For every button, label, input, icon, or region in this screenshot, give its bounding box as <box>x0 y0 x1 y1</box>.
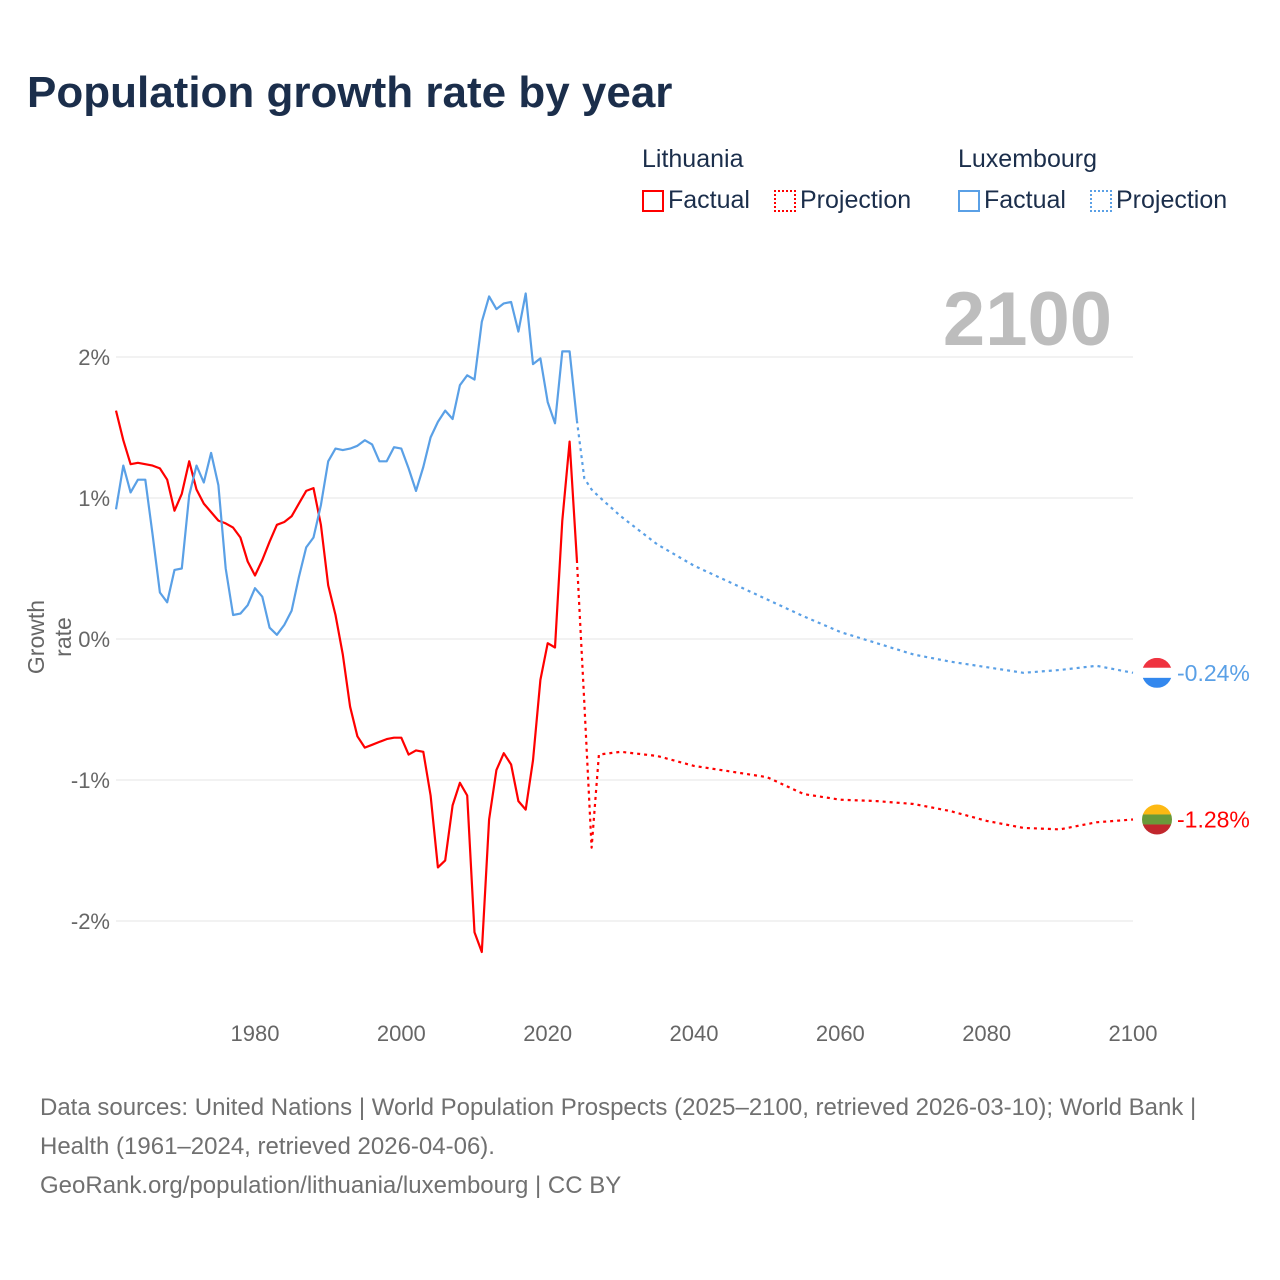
x-tick-label: 2100 <box>1109 1021 1158 1046</box>
legend-luxembourg: Luxembourg Factual Projection <box>958 145 1227 215</box>
current-year-label: 2100 <box>942 277 1112 362</box>
end-label-luxembourg: -0.24% <box>1177 660 1250 686</box>
y-tick-label: 2% <box>78 345 110 370</box>
footer: Data sources: United Nations | World Pop… <box>40 1088 1240 1205</box>
x-tick-label: 2040 <box>670 1021 719 1046</box>
x-tick-label: 2080 <box>962 1021 1011 1046</box>
solid-swatch-icon <box>642 189 664 212</box>
legend-item-lithuania-factual[interactable]: Factual <box>642 186 750 215</box>
legend-item-luxembourg-projection[interactable]: Projection <box>1089 186 1228 215</box>
end-label-lithuania: -1.28% <box>1177 806 1250 832</box>
dotted-swatch-icon <box>773 189 796 212</box>
legend-country-luxembourg: Luxembourg <box>958 145 1097 173</box>
credit-link[interactable]: GeoRank.org/population/lithuania/luxembo… <box>40 1172 622 1199</box>
lithuania-flag-icon <box>1142 804 1172 835</box>
data-sources: Data sources: United Nations | World Pop… <box>40 1094 1197 1160</box>
series-line-luxembourg-projection <box>575 420 1134 674</box>
legend-country-lithuania: Lithuania <box>642 145 744 173</box>
dotted-swatch-icon <box>1089 189 1112 212</box>
luxembourg-flag-icon <box>1142 657 1172 688</box>
y-tick-label: -2% <box>71 909 110 934</box>
legend-label: Projection <box>799 186 912 214</box>
series-line-lithuania-projection <box>575 559 1134 849</box>
y-tick-label: 1% <box>78 486 110 511</box>
y-tick-label: 0% <box>78 627 110 652</box>
solid-swatch-icon <box>958 189 980 212</box>
y-tick-label: -1% <box>71 768 110 793</box>
series-line-luxembourg-factual <box>114 292 578 636</box>
legend-label: Factual <box>668 186 750 214</box>
x-tick-label: 2000 <box>377 1021 426 1046</box>
legend-label: Factual <box>984 186 1066 214</box>
legend-lithuania: Lithuania Factual Projection <box>642 145 929 215</box>
x-tick-label: 2060 <box>816 1021 865 1046</box>
page-title: Population growth rate by year <box>27 68 673 117</box>
x-tick-label: 2020 <box>523 1021 572 1046</box>
legend-item-lithuania-projection[interactable]: Projection <box>773 186 912 215</box>
legend-item-luxembourg-factual[interactable]: Factual <box>958 186 1066 215</box>
series-line-lithuania-factual <box>114 410 578 954</box>
legend-label: Projection <box>1115 186 1228 214</box>
x-tick-label: 1980 <box>231 1021 280 1046</box>
